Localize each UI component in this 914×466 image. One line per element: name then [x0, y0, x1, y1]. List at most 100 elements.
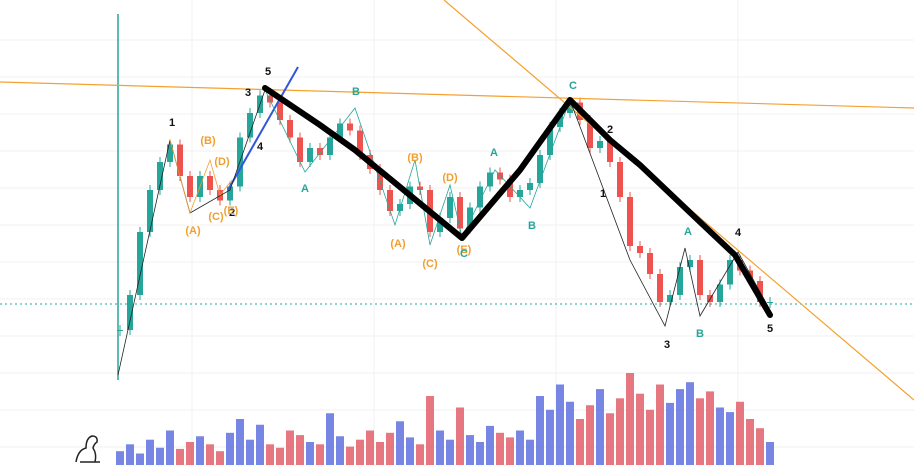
candle — [617, 162, 623, 197]
volume-bar — [486, 425, 494, 465]
volume-bar — [266, 444, 274, 465]
volume-bar — [296, 435, 304, 465]
volume-bar — [146, 439, 154, 465]
volume-bar — [246, 439, 254, 465]
candle — [537, 155, 543, 183]
volume-bar — [316, 444, 324, 465]
volume-bar — [596, 389, 604, 465]
candle — [657, 274, 663, 302]
wave-label: (C) — [208, 211, 224, 223]
candle — [767, 302, 773, 303]
volume-bar — [336, 436, 344, 465]
volume-bar — [726, 412, 734, 465]
candle — [137, 232, 143, 295]
volume-bar — [216, 451, 224, 465]
wave-label: (E) — [457, 244, 472, 256]
volume-bar — [526, 439, 534, 465]
volume-bar — [306, 442, 314, 465]
volume-bar — [346, 446, 354, 465]
volume-bar — [566, 401, 574, 465]
wave-label: 5 — [265, 66, 271, 78]
wave-label: 3 — [245, 87, 251, 99]
candle — [297, 137, 303, 162]
wave-label: (A) — [390, 238, 406, 250]
wave-label: B — [696, 328, 704, 340]
volume-bar — [736, 401, 744, 465]
volume-bar — [466, 435, 474, 465]
wave-label: (A) — [185, 225, 201, 237]
volume — [116, 373, 774, 465]
candle — [607, 141, 613, 162]
candle — [727, 260, 733, 285]
candle — [277, 102, 283, 120]
volume-bar — [496, 432, 504, 465]
volume-bar — [136, 453, 144, 465]
wave-label: 2 — [229, 207, 235, 219]
candle — [647, 253, 653, 274]
drawings — [0, 0, 914, 401]
candle — [547, 127, 553, 155]
volume-bar — [626, 373, 634, 465]
volume-bar — [236, 419, 244, 465]
candle — [667, 295, 673, 302]
volume-bar — [456, 407, 464, 465]
wave-labels: 1 (B) (D) (A) (C) 2 (E) 3 4 5 B A (B) (D… — [169, 66, 773, 351]
candle — [127, 295, 133, 330]
wave-label: B — [528, 220, 536, 232]
volume-bar — [376, 442, 384, 465]
candle — [157, 162, 163, 190]
candle — [327, 137, 333, 155]
volume-bar — [286, 430, 294, 465]
volume-bar — [366, 430, 374, 465]
candle — [187, 176, 193, 197]
volume-bar — [386, 432, 394, 465]
volume-bar — [766, 442, 774, 465]
candle — [447, 197, 453, 218]
wave-label: (E) — [224, 205, 239, 217]
volume-bar — [176, 448, 184, 465]
volume-bar — [436, 430, 444, 465]
volume-bar — [716, 407, 724, 465]
volume-bar — [746, 419, 754, 465]
candle — [717, 284, 723, 302]
candle — [597, 141, 603, 148]
candle — [317, 148, 323, 155]
wave-label: 4 — [257, 141, 264, 153]
candle — [267, 95, 273, 103]
volume-bar — [196, 436, 204, 465]
volume-bar — [186, 442, 194, 465]
volume-bar — [606, 413, 614, 465]
wave-label: B — [352, 86, 360, 98]
volume-bar — [166, 430, 174, 465]
wave-label: 3 — [664, 339, 670, 351]
volume-bar — [396, 421, 404, 465]
wave-label: C — [569, 80, 577, 92]
candle — [167, 144, 173, 162]
volume-bar — [126, 444, 134, 465]
volume-bar — [416, 444, 424, 465]
candle — [377, 169, 383, 190]
volume-bar — [156, 447, 164, 465]
wave-label: A — [684, 226, 692, 238]
wave-label: 1 — [600, 188, 606, 200]
wave-label: 4 — [735, 227, 742, 239]
wave-label: A — [301, 183, 309, 195]
candle — [227, 186, 233, 201]
candle — [467, 207, 473, 229]
volume-bar — [676, 389, 684, 465]
volume-bar — [116, 451, 124, 465]
wave-label: (D) — [442, 172, 458, 184]
candle — [437, 218, 443, 232]
candle — [507, 179, 513, 197]
volume-bar — [706, 391, 714, 465]
candle — [677, 267, 683, 295]
logo — [75, 435, 100, 463]
wave-label: (B) — [407, 152, 423, 164]
wave-label: (B) — [200, 135, 216, 147]
volume-bar — [406, 437, 414, 465]
candle — [387, 190, 393, 211]
volume-bar — [756, 428, 764, 465]
candle — [637, 246, 643, 253]
wave-label: (C) — [422, 258, 438, 270]
wave-label: A — [490, 147, 498, 159]
